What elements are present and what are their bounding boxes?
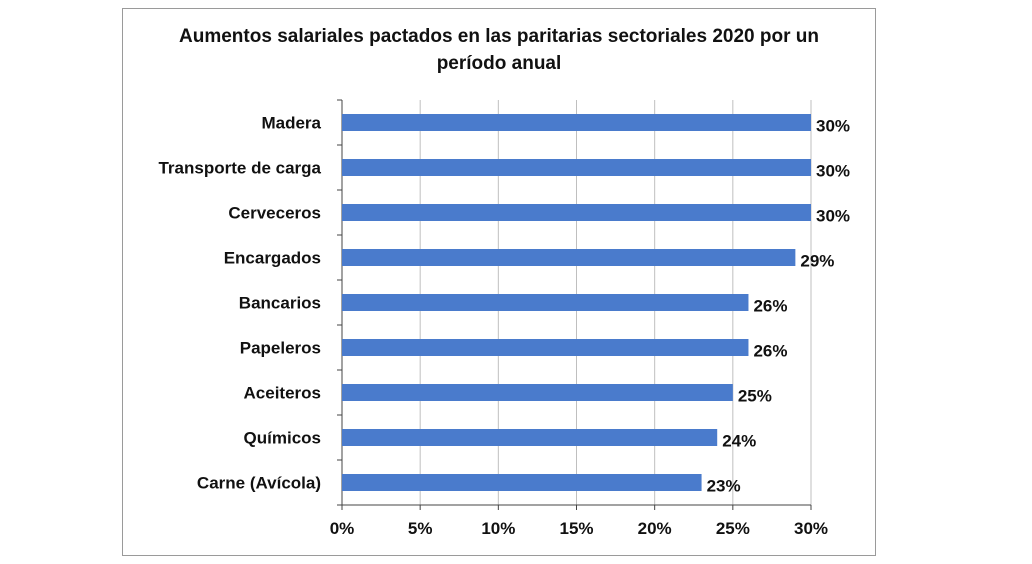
data-label: 30%: [816, 117, 850, 136]
bar: [342, 384, 733, 401]
bar-chart: 0% 5% 10% 15% 20% 25% 30% Madera 30% Transporte d…: [158, 99, 850, 538]
category-label: Transporte de carga: [158, 159, 321, 178]
category-label: Madera: [261, 114, 321, 133]
bar: [342, 339, 749, 356]
category-label: Cerveceros: [228, 204, 321, 223]
chart-title-line-2: período anual: [436, 53, 562, 74]
data-label: 30%: [816, 162, 850, 181]
bar: [342, 114, 811, 131]
bar: [342, 159, 811, 176]
category-label: Carne (Avícola): [197, 474, 321, 493]
bar: [342, 429, 718, 446]
x-tick-label: 25%: [716, 519, 750, 538]
data-label: 24%: [722, 432, 756, 451]
bar: [342, 294, 749, 311]
data-label: 30%: [816, 207, 850, 226]
x-tick-label: 20%: [638, 519, 672, 538]
x-tick-label: 10%: [481, 519, 515, 538]
data-label: 26%: [753, 297, 787, 316]
category-label: Químicos: [244, 429, 321, 448]
chart-frame: Aumentos salariales pactados en las pari…: [122, 8, 876, 556]
chart-title: Aumentos salariales pactados en las pari…: [123, 23, 875, 77]
data-label: 23%: [707, 477, 741, 496]
bar: [342, 474, 702, 491]
chart-title-line-1: Aumentos salariales pactados en las pari…: [179, 26, 819, 47]
category-label: Papeleros: [240, 339, 321, 358]
x-tick-label: 0%: [330, 519, 355, 538]
x-tick-label: 15%: [559, 519, 593, 538]
data-label: 25%: [738, 387, 772, 406]
category-label: Aceiteros: [244, 384, 321, 403]
x-tick-label: 30%: [794, 519, 828, 538]
bar: [342, 249, 796, 266]
data-label: 26%: [753, 342, 787, 361]
bar: [342, 204, 811, 221]
category-label: Bancarios: [239, 294, 321, 313]
data-label: 29%: [800, 252, 834, 271]
category-label: Encargados: [224, 249, 321, 268]
x-tick-label: 5%: [408, 519, 433, 538]
